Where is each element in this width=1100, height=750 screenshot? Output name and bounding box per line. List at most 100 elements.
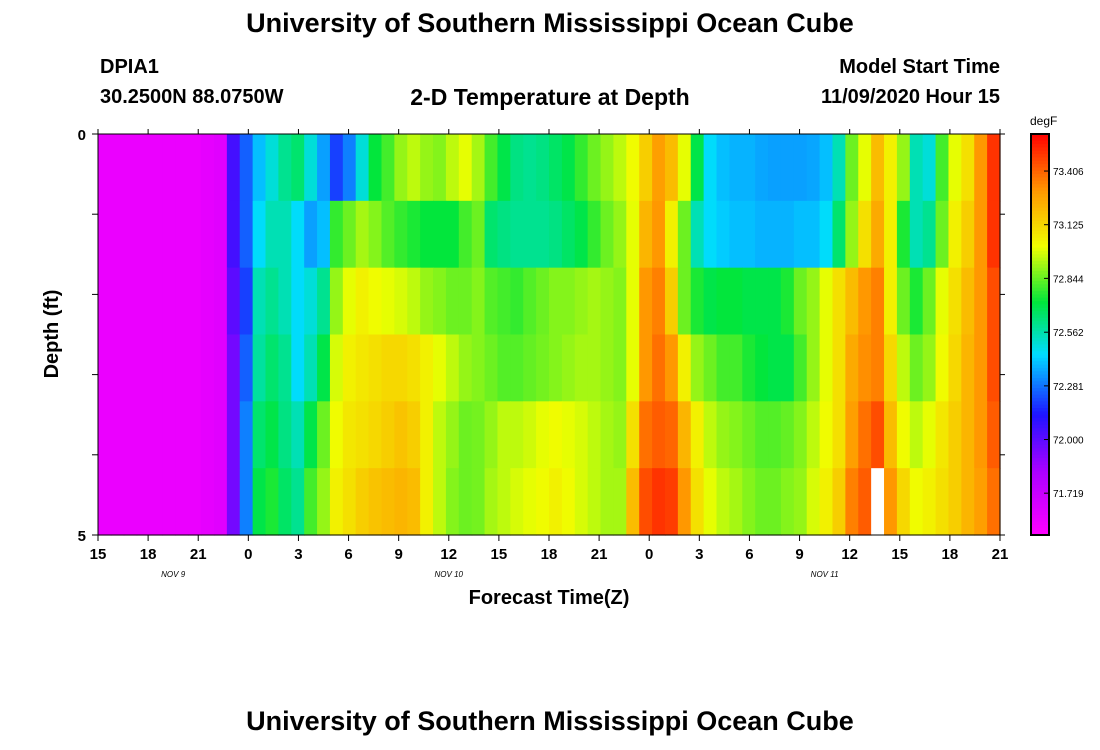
heatmap-cell xyxy=(896,134,911,202)
heatmap-cell xyxy=(226,468,241,536)
heatmap-cell xyxy=(613,200,627,269)
heatmap-cell xyxy=(201,134,215,202)
heatmap-cell xyxy=(226,200,241,269)
heatmap-cell xyxy=(433,401,447,469)
heatmap-cell xyxy=(549,267,563,336)
heatmap-cell xyxy=(355,134,370,202)
heatmap-cell xyxy=(149,267,164,336)
heatmap-cell xyxy=(110,134,125,202)
colorbar-segment xyxy=(1031,291,1049,295)
heatmap-cell xyxy=(639,401,653,469)
colorbar-tick-label: 72.844 xyxy=(1053,274,1084,285)
heatmap-cell xyxy=(484,200,499,269)
heatmap-cell xyxy=(768,468,782,536)
heatmap-cell xyxy=(948,134,962,202)
x-tick-label: 18 xyxy=(140,546,157,563)
colorbar-segment xyxy=(1031,304,1049,309)
heatmap-cell xyxy=(935,200,950,269)
colorbar-segment xyxy=(1031,488,1049,493)
heatmap-cell xyxy=(317,267,331,336)
colorbar-segment xyxy=(1031,180,1049,185)
colorbar-segment xyxy=(1031,498,1049,503)
heatmap-cell xyxy=(819,134,834,202)
colorbar-segment xyxy=(1031,227,1049,232)
colorbar-segment xyxy=(1031,424,1049,429)
heatmap-cell xyxy=(922,134,937,202)
heatmap-cell xyxy=(626,468,640,536)
heatmap-cell xyxy=(445,134,460,202)
heatmap-cell xyxy=(110,401,125,469)
heatmap-cell xyxy=(510,468,524,536)
heatmap-cell xyxy=(110,334,125,402)
heatmap-cell xyxy=(278,468,292,536)
heatmap-cell xyxy=(729,468,743,536)
colorbar-segment xyxy=(1031,441,1049,446)
colorbar-segment xyxy=(1031,164,1049,169)
heatmap-cell xyxy=(304,134,318,202)
heatmap-cell xyxy=(845,334,859,402)
heatmap-cell xyxy=(974,334,988,402)
heatmap-cell xyxy=(561,200,576,269)
heatmap-cell xyxy=(639,200,653,269)
heatmap-cell xyxy=(858,134,872,202)
heatmap-cell xyxy=(329,334,344,402)
colorbar-segment xyxy=(1031,200,1049,205)
heatmap-cell xyxy=(433,334,447,402)
heatmap-cell xyxy=(871,334,885,402)
colorbar-segment xyxy=(1031,344,1049,349)
colorbar-segment xyxy=(1031,267,1049,272)
colorbar-segment xyxy=(1031,277,1049,282)
colorbar-segment xyxy=(1031,327,1049,332)
heatmap-cell xyxy=(884,334,898,402)
colorbar-segment xyxy=(1031,508,1049,513)
colorbar-segment xyxy=(1031,167,1049,172)
heatmap-cell xyxy=(471,200,486,269)
heatmap-cell xyxy=(909,334,924,402)
heatmap-cell xyxy=(935,401,950,469)
x-tick-label: 18 xyxy=(942,546,959,563)
heatmap-cell xyxy=(755,468,769,536)
x-tick-label: 15 xyxy=(891,546,908,563)
heatmap-cell xyxy=(149,334,164,402)
heatmap-cell xyxy=(407,468,421,536)
heatmap-cell xyxy=(188,468,202,536)
heatmap-cell xyxy=(922,401,937,469)
heatmap-cell xyxy=(329,468,344,536)
heatmap-cell xyxy=(368,334,383,402)
heatmap-cell xyxy=(690,468,705,536)
heatmap-cell xyxy=(471,134,486,202)
heatmap-cell xyxy=(780,468,795,536)
heatmap-cell xyxy=(639,267,653,336)
heatmap-cell xyxy=(974,200,988,269)
heatmap-cell xyxy=(652,134,666,202)
heatmap-cell xyxy=(110,468,125,536)
heatmap-cell xyxy=(935,134,950,202)
heatmap-cell xyxy=(832,200,846,269)
heatmap-cell xyxy=(265,134,279,202)
heatmap-cell xyxy=(587,468,602,536)
heatmap-cell xyxy=(922,468,937,536)
heatmap-cell xyxy=(329,200,344,269)
x-tick-label: 21 xyxy=(190,546,207,563)
heatmap-cell xyxy=(239,468,254,536)
heatmap-cell xyxy=(845,267,859,336)
heatmap-cell xyxy=(265,267,279,336)
heatmap-cell xyxy=(188,267,202,336)
x-tick-label: 12 xyxy=(440,546,457,563)
heatmap-cell xyxy=(896,267,911,336)
colorbar-segment xyxy=(1031,428,1049,433)
colorbar-segment xyxy=(1031,381,1049,386)
heatmap-cell xyxy=(213,200,228,269)
heatmap-cell xyxy=(652,334,666,402)
heatmap-cell xyxy=(123,401,138,469)
heatmap-cell xyxy=(433,267,447,336)
x-date-label: NOV 11 xyxy=(811,570,839,579)
heatmap-cell xyxy=(690,200,705,269)
heatmap-cell xyxy=(420,267,434,336)
heatmap-cell xyxy=(175,468,189,536)
colorbar-tick-label: 73.406 xyxy=(1053,167,1084,178)
heatmap-cell xyxy=(497,134,511,202)
colorbar-segment xyxy=(1031,357,1049,362)
x-tick-label: 9 xyxy=(795,546,803,563)
y-axis-label: Depth (ft) xyxy=(41,290,63,379)
